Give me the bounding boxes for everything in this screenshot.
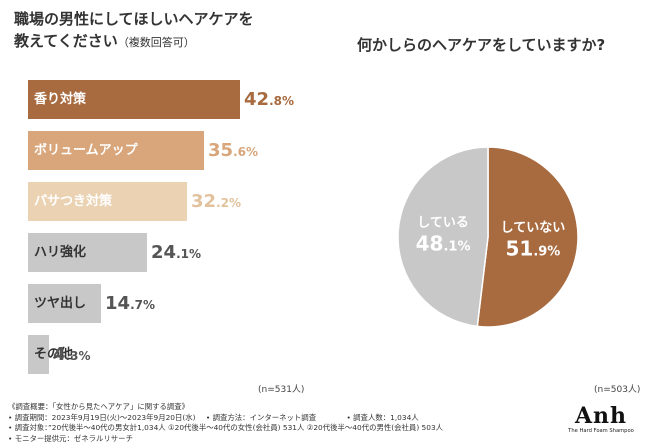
pie-slice-label: している (417, 215, 469, 230)
bar-label: ツヤ出し (34, 296, 87, 311)
bar-label: その他 (34, 347, 74, 362)
bar-value-label: 35.6% (208, 131, 258, 172)
bar-4: ハリ強化 24.1% (28, 233, 201, 272)
footer-provider: • モニター提供元：ゼネラルリサーチ (8, 433, 133, 443)
bar-value-label: 4.3% (53, 335, 90, 376)
bar-1: 香り対策 42.8% (28, 80, 294, 119)
logo-subtitle: The Hard Foam Shampoo (568, 428, 634, 434)
brand-logo: Anh The Hard Foam Shampoo (561, 404, 641, 434)
left-title-line1: 職場の男性にしてほしいヘアケアを (14, 10, 254, 28)
right-sample-note: (n=503人) (594, 385, 641, 395)
bar-label: ボリュームアップ (34, 143, 138, 158)
footer-row-2: • 調査期間：2023年9月19日(火)〜2023年9月20日(水) • 調査方… (8, 413, 443, 424)
footer-method: • 調査方法：インターネット調査 (205, 412, 317, 422)
right-chart-title: 何かしらのヘアケアをしていますか? (357, 36, 606, 54)
pie-slice-label: していない (501, 221, 566, 236)
footer-target: • 調査対象：”20代後半〜40代の男女計1,034人 ①20代後半〜40代の女… (8, 423, 444, 432)
pie-slice-2 (398, 146, 489, 328)
bar-value-label: 42.8% (244, 80, 294, 121)
survey-footer: 《調査概要：「女性から見たヘアケア」に関する調査》 • 調査期間：2023年9月… (8, 402, 443, 444)
left-title-line2: 教えてください（複数回答可） (14, 30, 254, 54)
footer-period: • 調査期間：2023年9月19日(火)〜2023年9月20日(水) (8, 412, 196, 422)
value-int: 24 (151, 242, 177, 263)
value-dec: .3% (65, 349, 91, 363)
left-title-suffix: （複数回答可） (117, 36, 195, 49)
value-dec: .2% (216, 196, 241, 210)
value-dec: .6% (233, 145, 258, 159)
footer-overview: 《調査概要：「女性から見たヘアケア」に関する調査》 (8, 402, 190, 411)
value-dec: .1% (176, 247, 201, 261)
bar-3: パサつき対策 32.2% (28, 182, 241, 221)
bar-value-label: 14.7% (105, 284, 155, 325)
bar-label: 香り対策 (34, 92, 87, 107)
pie-slice-value: 48.1% (416, 231, 471, 255)
left-title-main: 教えてください (14, 32, 118, 50)
value-dec: .8% (269, 94, 294, 108)
left-sample-note: (n=531人) (258, 385, 305, 395)
value-int: 4 (53, 344, 66, 365)
value-int: 32 (191, 191, 217, 212)
pie-slice-value: 51.9% (505, 237, 560, 261)
bar-label: パサつき対策 (34, 194, 113, 209)
value-int: 42 (244, 89, 270, 110)
bar-chart: 香り対策 42.8% ボリュームアップ 35.6% パサつき対策 32.2% ハリ強化 24.… (0, 0, 340, 400)
value-int: 14 (105, 293, 131, 314)
bar-value-label: 32.2% (191, 182, 241, 223)
bar-2: ボリュームアップ 35.6% (28, 131, 258, 170)
pie-slice-1 (476, 146, 578, 328)
value-int: 35 (208, 140, 234, 161)
left-chart-title: 職場の男性にしてほしいヘアケアを 教えてください（複数回答可） (14, 8, 254, 54)
bar-6: その他 4.3% (28, 335, 90, 374)
bar-label: ハリ強化 (34, 245, 87, 260)
bar-5: ツヤ出し 14.7% (28, 284, 155, 323)
bar-value-label: 24.1% (151, 233, 201, 274)
footer-count: • 調査人数：1,034人 (346, 412, 419, 422)
value-dec: .7% (130, 298, 155, 312)
logo-wordmark: Anh (574, 403, 628, 429)
